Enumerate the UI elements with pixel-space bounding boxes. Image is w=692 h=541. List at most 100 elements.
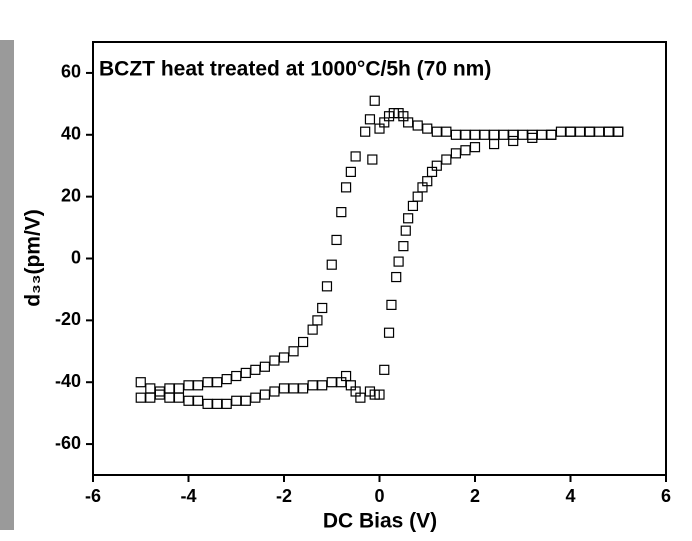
- data-point: [400, 225, 411, 236]
- data-point: [565, 126, 576, 137]
- data-point: [173, 383, 185, 394]
- data-point: [527, 129, 538, 140]
- data-point: [202, 377, 213, 388]
- data-point: [345, 166, 356, 177]
- data-point: [331, 234, 342, 246]
- x-tick-label: -2: [276, 486, 292, 506]
- data-point: [603, 126, 614, 137]
- x-tick-label: -6: [85, 486, 101, 506]
- x-tick-label: 0: [374, 486, 384, 506]
- data-point: [431, 126, 442, 137]
- data-point: [192, 395, 204, 406]
- data-point: [536, 129, 547, 140]
- data-point: [603, 126, 614, 137]
- y-tick-label: 0: [71, 247, 81, 267]
- data-point: [221, 374, 232, 385]
- data-point: [288, 346, 299, 357]
- chart-title: BCZT heat treated at 1000°C/5h (70 nm): [99, 58, 491, 81]
- data-point: [450, 148, 461, 159]
- data-point: [431, 160, 442, 171]
- data-point: [164, 392, 175, 403]
- data-point: [135, 377, 146, 388]
- data-point: [250, 364, 261, 375]
- data-point: [546, 129, 557, 140]
- data-point: [269, 386, 280, 397]
- data-point: [527, 132, 538, 143]
- y-tick-label: -40: [55, 371, 81, 391]
- y-tick-label: -20: [55, 309, 81, 329]
- data-point: [221, 398, 232, 409]
- data-point: [326, 377, 337, 388]
- data-point: [259, 361, 270, 372]
- data-point: [584, 126, 595, 137]
- data-point: [307, 380, 318, 391]
- data-point: [517, 129, 528, 140]
- data-point: [450, 129, 461, 140]
- data-point: [613, 126, 624, 137]
- data-point: [231, 395, 242, 406]
- data-point: [298, 336, 309, 348]
- data-point: [391, 271, 402, 283]
- data-point: [393, 256, 404, 267]
- data-point: [336, 207, 347, 218]
- x-tick-label: 2: [470, 486, 480, 506]
- data-point: [574, 126, 586, 137]
- data-point: [364, 114, 376, 125]
- y-tick-label: -60: [55, 433, 81, 453]
- data-point: [412, 191, 423, 202]
- x-axis-label: DC Bias (V): [323, 510, 437, 533]
- left-image-strip: [0, 40, 14, 530]
- data-point: [498, 129, 509, 140]
- data-point: [460, 145, 471, 156]
- data-point: [183, 380, 194, 391]
- data-point: [584, 126, 595, 137]
- data-point: [479, 129, 490, 140]
- data-point: [298, 383, 309, 394]
- data-point: [367, 154, 378, 165]
- x-tick-label: 4: [565, 486, 575, 506]
- data-point: [441, 126, 452, 137]
- x-tick-label: -4: [180, 486, 196, 506]
- data-point: [173, 392, 185, 403]
- data-point: [469, 142, 481, 153]
- data-point: [369, 95, 380, 106]
- data-point: [307, 324, 318, 335]
- data-point: [403, 213, 414, 224]
- data-point: [383, 327, 395, 338]
- y-tick-label: 60: [61, 62, 81, 82]
- data-point: [154, 389, 165, 400]
- data-point: [379, 364, 390, 375]
- data-point: [145, 383, 156, 394]
- data-point: [355, 392, 366, 403]
- data-point: [613, 126, 624, 137]
- data-point: [412, 120, 423, 131]
- data-point: [360, 126, 371, 137]
- data-point: [250, 392, 261, 403]
- data-point: [212, 377, 223, 388]
- data-point: [326, 259, 337, 270]
- data-point: [278, 352, 290, 363]
- y-tick-label: 40: [61, 124, 81, 144]
- data-point: [398, 241, 409, 252]
- plot-frame: [92, 41, 667, 476]
- data-point: [489, 129, 500, 140]
- data-point: [594, 126, 605, 137]
- data-point: [231, 370, 242, 382]
- data-point: [269, 355, 280, 366]
- data-point: [555, 126, 567, 137]
- data-point: [212, 398, 223, 409]
- data-point: [154, 386, 165, 397]
- data-point: [350, 151, 361, 162]
- data-point: [312, 315, 323, 326]
- data-point: [508, 135, 519, 147]
- data-point: [135, 392, 146, 403]
- data-point: [202, 398, 213, 409]
- data-point: [240, 395, 251, 406]
- data-point: [259, 389, 270, 400]
- data-point: [288, 383, 299, 394]
- data-point: [469, 129, 481, 140]
- y-tick-label: 20: [61, 185, 81, 205]
- data-point: [407, 200, 419, 212]
- data-point: [565, 126, 576, 137]
